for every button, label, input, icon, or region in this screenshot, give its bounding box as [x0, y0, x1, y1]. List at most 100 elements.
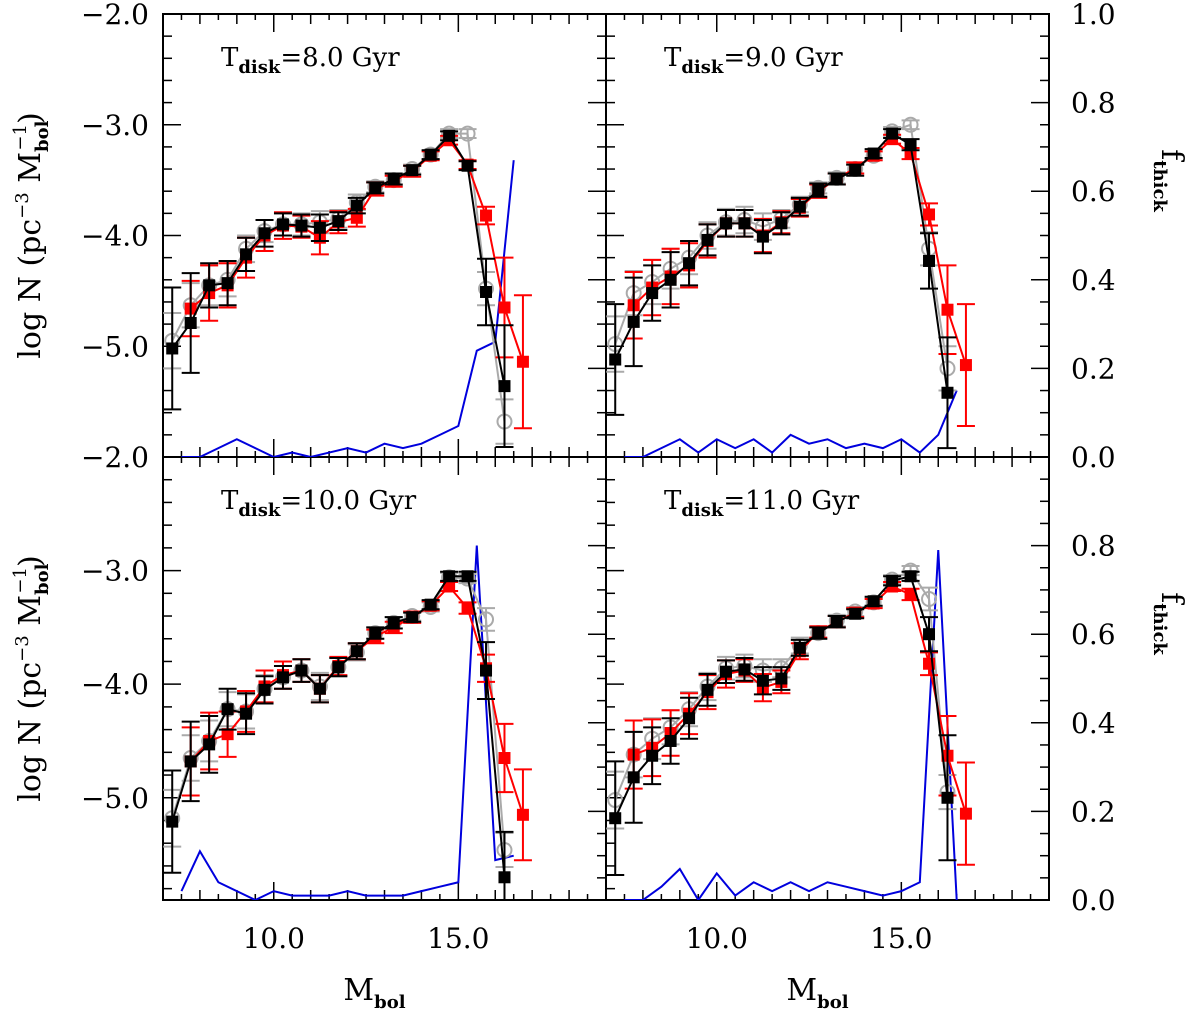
series-black-point [830, 615, 843, 628]
series-black-point [941, 791, 954, 804]
y-tick-label-left-top: −4.0 [81, 220, 149, 253]
x-tick-label: 10.0 [243, 922, 305, 955]
series-black-point [849, 164, 862, 177]
x-tick-label: 15.0 [870, 922, 932, 955]
series-black-point [719, 665, 732, 678]
series-black-point [812, 184, 825, 197]
panel-label-main: T [664, 486, 682, 516]
series-red-point [221, 728, 234, 741]
series-black-point [498, 871, 511, 884]
series-red-point [498, 752, 511, 765]
series-black-point [461, 159, 474, 172]
x-axis-title-main: M [786, 973, 817, 1008]
series-black-point [406, 164, 419, 177]
y-tick-label-right-top: 0.6 [1071, 175, 1116, 208]
series-black-point [609, 353, 622, 366]
series-red-point [516, 808, 529, 821]
series-black-point [480, 285, 493, 298]
y-tick-label-right-bottom: 0.0 [1071, 884, 1116, 917]
panel-label-sub: disk [681, 500, 724, 521]
series-black-point [406, 611, 419, 624]
x-axis-title-main: M [343, 973, 374, 1008]
series-red-point [350, 211, 363, 224]
series-red-point [959, 359, 972, 372]
series-black-point [886, 127, 899, 140]
series-red-point [498, 301, 511, 314]
x-axis-title: Mbol [343, 973, 405, 1009]
panel-frame-3 [162, 456, 607, 901]
series-black-point [775, 217, 788, 230]
panel-ticks-3 [162, 456, 607, 901]
series-black-point [756, 674, 769, 687]
series-black-point [738, 663, 751, 676]
series-gray-point [459, 125, 476, 142]
series-black-point [443, 129, 456, 142]
series-black-point [627, 315, 640, 328]
series-red-point [904, 588, 917, 601]
series-red-line [633, 585, 967, 814]
series-black-point [387, 616, 400, 629]
series-black-point [867, 595, 880, 608]
series-black-point [498, 380, 511, 393]
y-tick-label-right-top: 0.4 [1071, 264, 1116, 297]
series-black-point [646, 287, 659, 300]
series-black-point [941, 386, 954, 399]
series-black-point [221, 277, 234, 290]
y-axis-title-right-2: fthick [1149, 592, 1189, 655]
series-black-point [221, 703, 234, 716]
series-black-point [923, 628, 936, 641]
ylabel-right-main: f [1154, 149, 1189, 162]
panel-label-2: Tdisk=9.0 Gyr [664, 43, 843, 78]
x-axis-title-sub: bol [374, 992, 406, 1009]
ylabel-sup1: −3 [12, 635, 33, 662]
series-blue-line [180, 545, 514, 900]
ylabel-right-sub: thick [1149, 603, 1170, 655]
y-tick-label-right-bottom: 0.2 [1071, 795, 1116, 828]
series-red-point [480, 209, 493, 222]
series-black-point [609, 812, 622, 825]
series-black-point [461, 570, 474, 583]
panel-label-sub: disk [238, 57, 281, 78]
y-tick-label-right-bottom: 0.8 [1071, 530, 1116, 563]
series-red-point [959, 807, 972, 820]
y-tick-label-right-top: 0.0 [1071, 441, 1116, 474]
ylabel-sup2: −1 [10, 124, 31, 151]
y-tick-label-left-top: −3.0 [81, 109, 149, 142]
series-black-point [904, 570, 917, 583]
x-tick-label: 15.0 [427, 922, 489, 955]
y-axis-title-left-2: log N (pc−3 Mbol−1) [10, 555, 53, 801]
y-axis-title-left-text: log N (pc−3 Mbol−1) [10, 555, 53, 801]
series-black-point [424, 598, 437, 611]
series-black-point [480, 664, 493, 677]
series-black-point [443, 570, 456, 583]
series-gray-point [478, 611, 495, 628]
panel-label-main: T [664, 43, 682, 73]
series-black-point [756, 230, 769, 243]
x-axis-title-sub: bol [817, 992, 849, 1009]
series-black-point [923, 254, 936, 267]
panel-label-sub: disk [681, 57, 724, 78]
series-black-point [904, 138, 917, 151]
series-black-line [614, 575, 949, 819]
panel-4 [606, 549, 975, 900]
y-tick-label-left-bottom: −3.0 [81, 555, 149, 588]
series-black-point [683, 257, 696, 270]
series-gray-point [902, 116, 919, 133]
series-black-point [701, 683, 714, 696]
panel-frame-1 [162, 13, 607, 458]
series-black-point [646, 749, 659, 762]
series-black-point [812, 627, 825, 640]
series-black-point [387, 173, 400, 186]
series-black-point [184, 755, 197, 768]
ylabel-suffix: ) [13, 112, 48, 124]
series-black-point [332, 661, 345, 674]
series-black-point [775, 672, 788, 685]
y-tick-label-right-top: 0.8 [1071, 87, 1116, 120]
series-black-point [369, 181, 382, 194]
series-black-point [166, 815, 179, 828]
panel-label-sub: disk [238, 500, 281, 521]
series-red-point [516, 355, 529, 368]
series-blue-line [624, 549, 958, 900]
y-tick-label-left-bottom: −4.0 [81, 668, 149, 701]
